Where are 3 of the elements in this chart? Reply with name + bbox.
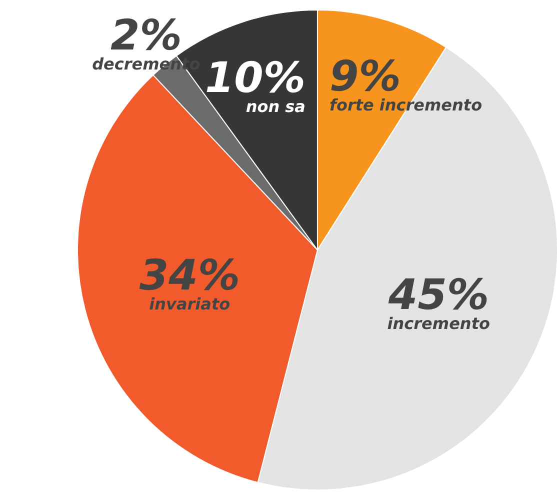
data-label: 2% <box>110 10 182 60</box>
slice-label: incremento <box>387 314 490 333</box>
slice-label: invariato <box>149 294 230 314</box>
